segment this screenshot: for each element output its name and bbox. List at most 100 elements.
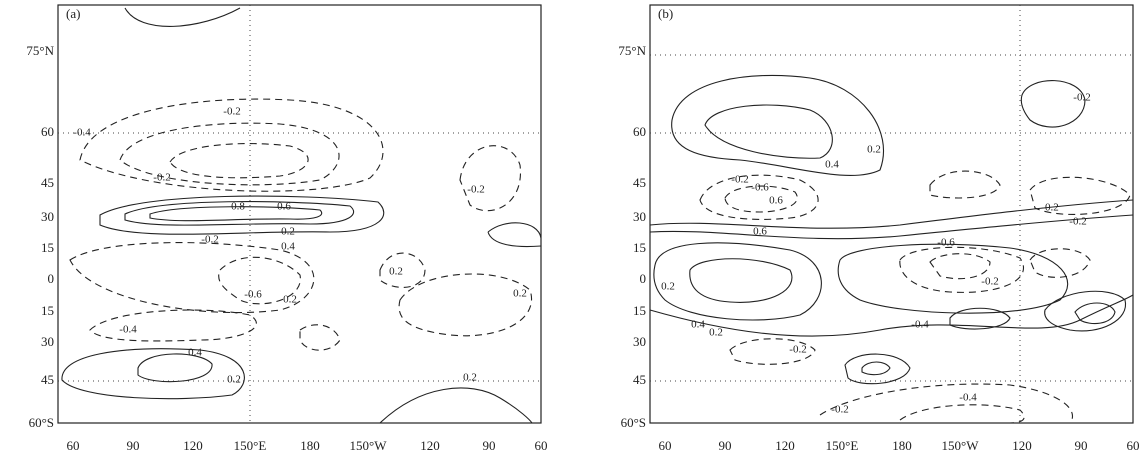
negative-contour (699, 174, 819, 220)
x-tick-label: 60 (67, 438, 80, 453)
negative-contour (1029, 176, 1131, 215)
negative-contour (69, 242, 315, 314)
contour-label: 0.2 (513, 288, 527, 300)
panel-b: 0.2 0.4 -0.2 -0.6 0.6 0.6 -0.6 -0.2 -0.2… (649, 4, 1134, 424)
contour-label: 0.2 (463, 372, 477, 384)
map-frame (57, 4, 542, 424)
x-tick-label: 180 (300, 438, 320, 453)
negative-contour (929, 170, 1001, 199)
contour-label: -0.4 (119, 324, 137, 336)
x-tick-label: 150°E (234, 438, 267, 453)
x-tick-label: 60 (1127, 438, 1140, 453)
negative-contour (218, 256, 301, 305)
y-tick-label: 0 (48, 271, 55, 286)
positive-contour (704, 104, 833, 159)
contour-label: -0.2 (1073, 92, 1090, 104)
x-tick-label: 120 (1012, 438, 1032, 453)
x-tick-label: 120 (775, 438, 795, 453)
y-tick-label: 60°S (621, 415, 646, 430)
y-tick-label: 60 (633, 124, 646, 139)
x-tick-label: 90 (1075, 438, 1088, 453)
positive-contour (1020, 80, 1086, 128)
y-tick-label: 30 (41, 209, 54, 224)
positive-contour (649, 294, 1134, 337)
negative-contour (819, 383, 1073, 424)
positive-contour (649, 214, 1134, 240)
contour-label: -0.4 (73, 127, 91, 139)
contour-label: 0.4 (281, 241, 295, 253)
y-tick-label: 45 (41, 372, 54, 387)
contour-label: -0.6 (751, 182, 769, 194)
positive-contour (487, 222, 542, 248)
negative-contour (379, 252, 426, 288)
contour-label: -0.2 (981, 276, 998, 288)
y-tick-label: 45 (41, 175, 54, 190)
contour-label: -0.2 (201, 234, 218, 246)
contour-label: 0.2 (661, 281, 675, 293)
contour-label: 0.4 (188, 347, 202, 359)
x-tick-label: 150°W (350, 438, 388, 453)
contour-label: 0.4 (825, 159, 839, 171)
contour-label: 0.2 (283, 294, 297, 306)
y-tick-label: 30 (633, 334, 646, 349)
negative-contour (724, 185, 798, 213)
negative-contour (119, 122, 340, 186)
y-tick-label: 15 (633, 240, 646, 255)
contour-label: 0.2 (389, 266, 403, 278)
negative-contour (299, 324, 341, 351)
negative-contour (1029, 248, 1091, 278)
contour-label: -0.2 (831, 404, 848, 416)
contour-label: 0.6 (753, 226, 767, 238)
positive-contour (1074, 302, 1116, 325)
positive-contour (671, 74, 885, 176)
x-tick-label: 120 (420, 438, 440, 453)
positive-contour (137, 353, 213, 383)
positive-contour (837, 243, 1069, 314)
contour-label: -0.2 (1069, 216, 1086, 228)
positive-contour (124, 7, 241, 27)
positive-contour (689, 258, 793, 303)
x-tick-label: 90 (127, 438, 140, 453)
y-tick-label: 15 (41, 303, 54, 318)
y-tick-label: 15 (633, 303, 646, 318)
panel-label: (b) (658, 6, 673, 21)
positive-contour (649, 199, 1134, 229)
positive-contour (861, 361, 891, 376)
negative-contour (398, 273, 533, 337)
negative-contour (929, 253, 991, 280)
x-tick-label: 180 (892, 438, 912, 453)
positive-contour (949, 307, 1011, 330)
negative-contour (169, 143, 309, 179)
x-tick-label: 120 (183, 438, 203, 453)
contour-label: 0.2 (709, 327, 723, 339)
x-tick-label: 60 (659, 438, 672, 453)
positive-contour (653, 242, 822, 321)
contour-label: 0.8 (231, 201, 245, 213)
contour-label: 0.2 (281, 226, 295, 238)
panel-a: -0.2 -0.4 -0.2 0.8 0.6 0.2 -0.2 0.4 -0.6… (57, 4, 542, 424)
y-tick-label: 60 (41, 124, 54, 139)
contour-label: 0.2 (227, 374, 241, 386)
y-tick-label: 0 (640, 271, 647, 286)
positive-contour (379, 387, 533, 424)
contour-label: -0.2 (731, 174, 748, 186)
contour-label: 0.4 (691, 319, 705, 331)
y-tick-label: 15 (41, 240, 54, 255)
y-tick-label: 30 (633, 209, 646, 224)
contour-label: -0.2 (153, 172, 170, 184)
negative-contour (899, 404, 1025, 424)
contour-label: -0.2 (1041, 202, 1058, 214)
positive-contour (99, 195, 385, 235)
x-tick-label: 150°E (826, 438, 859, 453)
contour-label: -0.2 (789, 344, 806, 356)
negative-contour (89, 309, 257, 342)
positive-contour (844, 353, 911, 385)
contour-label: -0.4 (959, 392, 977, 404)
y-tick-label: 30 (41, 334, 54, 349)
positive-contour (149, 206, 323, 222)
y-tick-label: 45 (633, 175, 646, 190)
contour-label: -0.6 (937, 237, 955, 249)
panel-label: (a) (66, 6, 80, 21)
